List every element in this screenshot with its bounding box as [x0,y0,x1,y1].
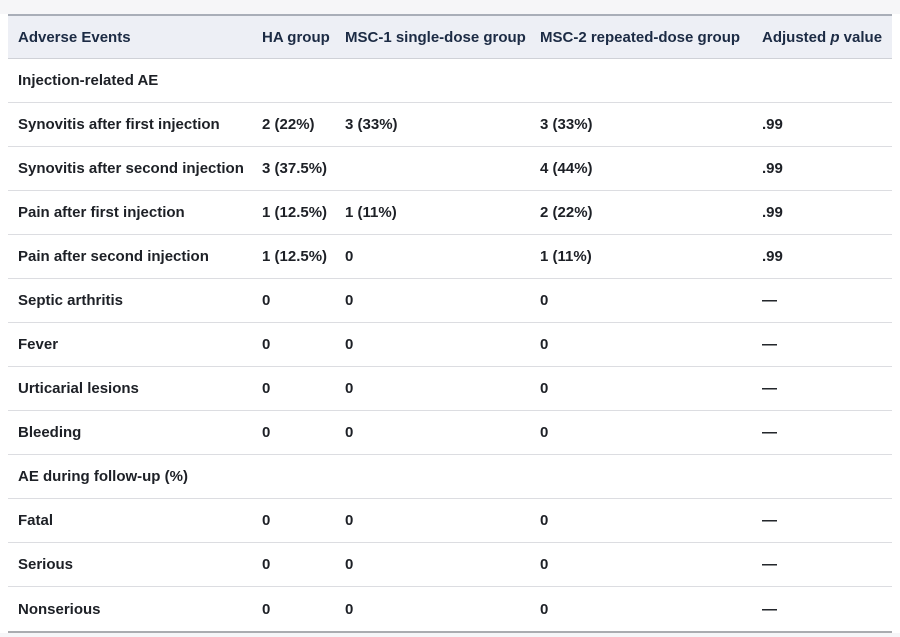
row-label: Serious [18,556,74,573]
table-row: Urticarial lesions 0 0 0 — [8,367,892,411]
row-label: Pain after second injection [18,248,209,265]
cell-value: 0 [345,600,354,618]
table-row: Serious 0 0 0 — [8,543,892,587]
row-label: Urticarial lesions [18,380,139,397]
column-header-msc1-group: MSC-1 single-dose group [345,28,526,46]
cell-value: — [762,292,777,309]
cell-value: 3 (33%) [345,116,398,133]
cell-value: .99 [762,160,783,177]
cell-value: 0 [540,512,549,529]
adverse-events-table: Adverse Events HA group MSC-1 single-dos… [0,14,900,633]
row-label: Septic arthritis [18,292,124,309]
cell-value: 3 (33%) [540,116,593,133]
table-row: Bleeding 0 0 0 — [8,411,892,455]
table-row: Synovitis after second injection 3 (37.5%… [8,147,892,191]
cell-value: 0 [345,556,354,573]
table-inner: Adverse Events HA group MSC-1 single-dos… [8,14,892,633]
cell-value: 0 [345,512,354,529]
cell-value: 0 [345,248,354,265]
cell-value: — [762,424,777,441]
table-row: Septic arthritis 0 0 0 — [8,279,892,323]
cell-value: — [762,600,777,618]
cell-value: 0 [540,556,549,573]
cell-value: 3 (37.5%) [262,160,328,177]
cell-value: 4 (44%) [540,160,593,177]
table-row: Fatal 0 0 0 — [8,499,892,543]
column-header-adverse-events: Adverse Events [18,28,131,46]
cell-value: 0 [345,292,354,309]
cell-value: 1 (12.5%) [262,204,328,221]
cell-value: 0 [540,380,549,397]
cell-value: 2 (22%) [262,116,315,133]
section-row: AE during follow-up (%) [8,455,892,499]
section-row: Injection-related AE [8,59,892,103]
cell-value: 0 [262,380,271,397]
cell-value: 0 [540,292,549,309]
section-label: AE during follow-up (%) [18,468,188,485]
column-header-msc2-group: MSC-2 repeated-dose group [540,28,741,46]
cell-value: 0 [540,424,549,441]
cell-value: 0 [345,424,354,441]
cell-value: — [762,512,777,529]
table-header-row: Adverse Events HA group MSC-1 single-dos… [8,16,892,59]
cell-value: 0 [262,556,271,573]
cell-value: .99 [762,204,783,221]
cell-value: 0 [262,424,271,441]
table-row: Nonserious 0 0 0 — [8,587,892,631]
row-label: Fatal [18,512,54,529]
table-row: Pain after second injection 1 (12.5%) 0 1 (… [8,235,892,279]
table-row: Fever 0 0 0 — [8,323,892,367]
p-header-pre: Adjusted [762,28,831,46]
column-header-adjusted-p-value: Adjusted p value [762,29,892,46]
cell-value: 0 [262,336,271,353]
cell-value: 1 (11%) [345,204,397,221]
row-label: Bleeding [18,424,82,441]
cell-value: 0 [262,292,271,309]
cell-value: .99 [762,248,783,265]
cell-value: — [762,380,777,397]
p-header-post: value [839,28,883,46]
column-header-ha-group: HA group [262,28,330,46]
cell-value: .99 [762,116,783,133]
cell-value: 1 (11%) [540,248,592,265]
cell-value: 0 [345,336,354,353]
p-header-italic: p [830,28,840,46]
cell-value: — [762,556,777,573]
cell-value: — [762,336,777,353]
section-label: Injection-related AE [18,72,159,89]
cell-value: 0 [540,336,549,353]
cell-value: 1 (12.5%) [262,248,328,265]
table-body: Injection-related AE Synovitis after firs… [8,59,892,631]
cell-value: 0 [262,512,271,529]
row-label: Pain after first injection [18,204,185,221]
cell-value: 0 [345,380,354,397]
row-label: Nonserious [18,600,101,618]
cell-value: 2 (22%) [540,204,593,221]
cell-value: 0 [262,600,271,618]
cell-value: 0 [540,600,549,618]
row-label: Fever [18,336,59,353]
row-label: Synovitis after second injection [18,160,244,177]
table-row: Synovitis after first injection 2 (22%) 3 … [8,103,892,147]
table-row: Pain after first injection 1 (12.5%) 1 (11… [8,191,892,235]
row-label: Synovitis after first injection [18,116,220,133]
